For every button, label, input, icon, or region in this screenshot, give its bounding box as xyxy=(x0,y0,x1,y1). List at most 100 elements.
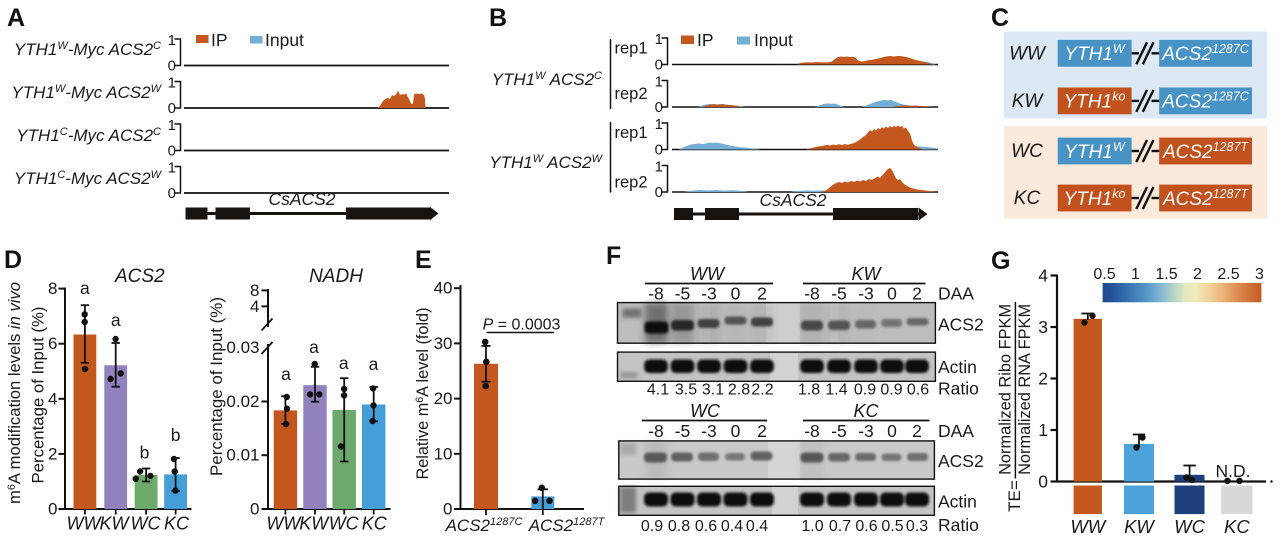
svg-text:1: 1 xyxy=(655,116,663,133)
svg-text:8: 8 xyxy=(48,279,57,298)
svg-text:a: a xyxy=(281,364,291,384)
svg-text:0.3: 0.3 xyxy=(906,518,928,535)
svg-text:-5: -5 xyxy=(675,284,691,304)
svg-text:CsACS2: CsACS2 xyxy=(268,189,335,209)
svg-text:KC: KC xyxy=(853,401,879,421)
svg-text:0: 0 xyxy=(887,421,897,441)
svg-text:0.8: 0.8 xyxy=(668,518,690,535)
svg-text:G: G xyxy=(991,247,1010,275)
svg-text:0: 0 xyxy=(168,58,176,75)
svg-text:0: 0 xyxy=(168,100,176,117)
svg-text:a: a xyxy=(369,354,379,374)
svg-text:Actin: Actin xyxy=(938,357,977,377)
svg-text:-5: -5 xyxy=(831,421,847,441)
svg-text:2: 2 xyxy=(912,284,922,304)
svg-text:ACS21287T: ACS21287T xyxy=(528,516,606,535)
svg-text:a: a xyxy=(309,337,319,357)
svg-text:YTH1C-Myc ACS2W: YTH1C-Myc ACS2W xyxy=(14,169,163,188)
svg-text:4.1: 4.1 xyxy=(647,382,669,399)
svg-text:0.5: 0.5 xyxy=(881,518,903,535)
svg-text:rep2: rep2 xyxy=(615,174,648,192)
svg-text:4: 4 xyxy=(48,389,57,408)
svg-text:-8: -8 xyxy=(804,421,820,441)
svg-text:0: 0 xyxy=(655,57,663,74)
svg-text:6: 6 xyxy=(48,334,57,353)
svg-text:2: 2 xyxy=(757,284,767,304)
svg-text:YTH1W-Myc ACS2W: YTH1W-Myc ACS2W xyxy=(11,83,162,102)
svg-text:0.5: 0.5 xyxy=(1093,266,1115,283)
svg-text:WW: WW xyxy=(1009,44,1047,65)
svg-text:0.9: 0.9 xyxy=(854,382,876,399)
svg-text:Percentage of Input (%): Percentage of Input (%) xyxy=(207,297,226,476)
svg-text:KC: KC xyxy=(164,514,190,534)
svg-text:1.5: 1.5 xyxy=(1155,266,1177,283)
svg-text:0: 0 xyxy=(655,99,663,116)
svg-text:IP: IP xyxy=(211,30,228,50)
svg-text:0.01: 0.01 xyxy=(226,446,259,465)
svg-text:3.1: 3.1 xyxy=(702,382,724,399)
svg-text:YTH1W ACS2W: YTH1W ACS2W xyxy=(489,153,603,172)
svg-text:0.9: 0.9 xyxy=(641,518,663,535)
svg-text:Input: Input xyxy=(265,30,304,50)
svg-text:E: E xyxy=(415,246,432,274)
svg-text:N.D.: N.D. xyxy=(1216,461,1251,481)
svg-text:30: 30 xyxy=(434,334,453,353)
svg-text:3: 3 xyxy=(1255,266,1264,283)
svg-text:2.8: 2.8 xyxy=(728,382,750,399)
svg-text:B: B xyxy=(489,4,507,32)
svg-text:1: 1 xyxy=(655,31,663,48)
svg-text:0.6: 0.6 xyxy=(907,382,929,399)
svg-text:YTH1W-Myc ACS2C: YTH1W-Myc ACS2C xyxy=(14,40,161,59)
svg-text:0: 0 xyxy=(655,142,663,159)
svg-text:a: a xyxy=(339,353,349,373)
svg-text:1: 1 xyxy=(655,159,663,176)
svg-text:rep1: rep1 xyxy=(615,124,648,142)
svg-text:1.8: 1.8 xyxy=(798,382,820,399)
svg-text:WC: WC xyxy=(690,401,721,421)
svg-text:0.4: 0.4 xyxy=(721,518,743,535)
svg-text:0: 0 xyxy=(443,500,452,519)
svg-text:0: 0 xyxy=(168,185,176,202)
svg-text:2.2: 2.2 xyxy=(751,382,773,399)
svg-text:Relative m6A level (fold): Relative m6A level (fold) xyxy=(413,308,432,480)
svg-text:2: 2 xyxy=(48,444,57,463)
svg-text:-8: -8 xyxy=(648,284,664,304)
svg-text:P = 0.0003: P = 0.0003 xyxy=(483,317,561,334)
svg-text:2: 2 xyxy=(757,421,767,441)
svg-text:b: b xyxy=(140,443,150,463)
svg-text:-8: -8 xyxy=(648,421,664,441)
svg-text:KC: KC xyxy=(362,514,388,534)
svg-text:YTH1W ACS2C: YTH1W ACS2C xyxy=(492,70,602,89)
svg-text:KC: KC xyxy=(1014,188,1041,209)
svg-text:1: 1 xyxy=(1131,266,1140,283)
svg-text:a: a xyxy=(111,310,121,330)
svg-text:1: 1 xyxy=(168,32,176,49)
svg-text:a: a xyxy=(80,278,90,298)
svg-text:0.4: 0.4 xyxy=(746,518,768,535)
svg-text:4: 4 xyxy=(250,297,259,316)
svg-text:Input: Input xyxy=(754,30,793,50)
svg-text:-3: -3 xyxy=(858,284,874,304)
svg-text:KW: KW xyxy=(100,514,131,534)
svg-text:20: 20 xyxy=(434,389,453,408)
svg-text:2: 2 xyxy=(1193,266,1202,283)
svg-text:0.7: 0.7 xyxy=(829,518,851,535)
svg-text:1.4: 1.4 xyxy=(825,382,847,399)
svg-text:C: C xyxy=(991,4,1009,32)
svg-text:Ratio: Ratio xyxy=(938,379,979,399)
svg-text:1.0: 1.0 xyxy=(801,518,823,535)
svg-text:0: 0 xyxy=(731,284,741,304)
svg-text:1: 1 xyxy=(655,74,663,91)
svg-text:Normalized Ribo FPKM: Normalized Ribo FPKM xyxy=(996,304,1015,475)
svg-text:WC: WC xyxy=(329,514,360,534)
svg-text:b: b xyxy=(171,425,181,445)
svg-text:4: 4 xyxy=(1038,266,1048,286)
svg-text:8: 8 xyxy=(250,281,259,300)
svg-text:WC: WC xyxy=(131,514,162,534)
svg-text:CsACS2: CsACS2 xyxy=(759,190,826,210)
svg-text:3.5: 3.5 xyxy=(675,382,697,399)
svg-text:Percentage of Input (%): Percentage of Input (%) xyxy=(29,307,48,484)
svg-text:Ratio: Ratio xyxy=(938,515,979,535)
svg-text:0: 0 xyxy=(1038,472,1048,492)
svg-text:YTH1ko: YTH1ko xyxy=(1064,90,1126,113)
